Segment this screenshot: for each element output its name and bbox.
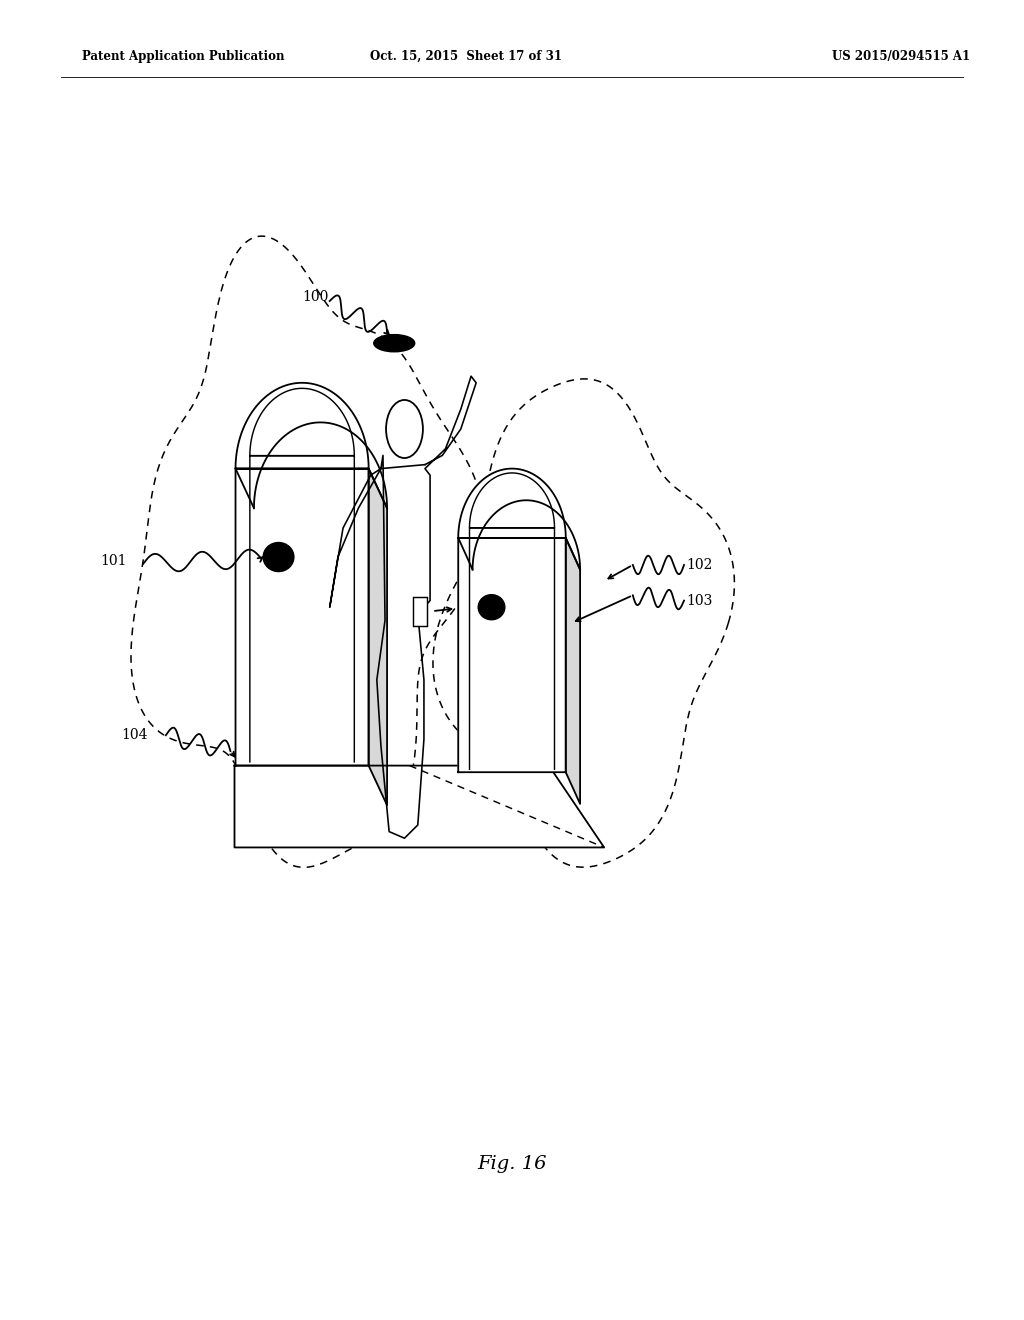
Polygon shape bbox=[433, 379, 734, 867]
Polygon shape bbox=[565, 539, 580, 804]
Text: Oct. 15, 2015  Sheet 17 of 31: Oct. 15, 2015 Sheet 17 of 31 bbox=[370, 50, 562, 63]
Polygon shape bbox=[459, 469, 565, 772]
Text: Fig. 16: Fig. 16 bbox=[477, 1155, 547, 1173]
Polygon shape bbox=[236, 383, 369, 766]
Ellipse shape bbox=[478, 594, 505, 619]
Text: Patent Application Publication: Patent Application Publication bbox=[82, 50, 285, 63]
Ellipse shape bbox=[263, 543, 294, 572]
Text: 101: 101 bbox=[100, 554, 127, 568]
Text: 103: 103 bbox=[686, 594, 713, 607]
Bar bbox=[413, 597, 427, 626]
Text: 100: 100 bbox=[302, 290, 329, 304]
Polygon shape bbox=[131, 236, 484, 867]
Ellipse shape bbox=[374, 335, 415, 352]
Polygon shape bbox=[369, 469, 387, 805]
Text: 102: 102 bbox=[686, 558, 713, 572]
Text: US 2015/0294515 A1: US 2015/0294515 A1 bbox=[833, 50, 970, 63]
Text: 104: 104 bbox=[121, 729, 147, 742]
Polygon shape bbox=[234, 766, 604, 847]
